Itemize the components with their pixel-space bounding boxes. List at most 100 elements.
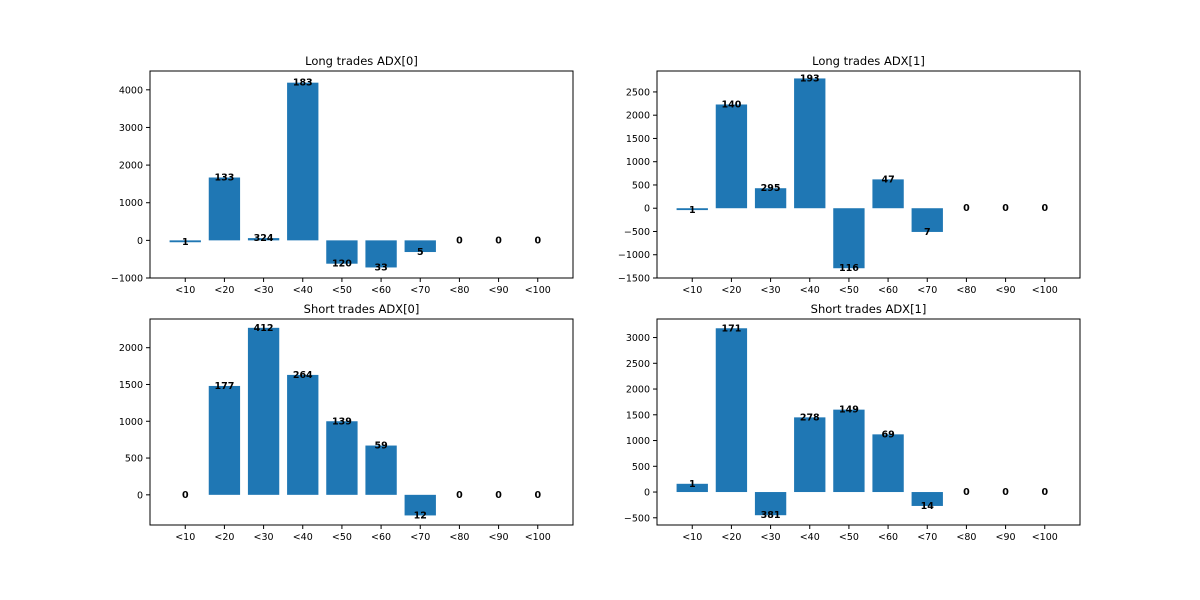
y-tick-label: 2000 xyxy=(626,111,650,122)
x-tick-label: <90 xyxy=(489,532,509,543)
bar-value-label: 193 xyxy=(800,73,820,84)
bar-<50 xyxy=(833,409,865,493)
x-tick-label: <10 xyxy=(175,285,195,296)
y-tick-label: 3000 xyxy=(626,333,650,344)
bar-<70 xyxy=(404,494,436,516)
y-tick-label: 2000 xyxy=(119,161,143,172)
x-tick-label: <30 xyxy=(761,532,781,543)
bar-value-label: 264 xyxy=(293,370,313,381)
bar-value-label: 1 xyxy=(689,205,696,216)
bar-value-label: 1 xyxy=(182,237,189,248)
bar-value-label: 116 xyxy=(839,263,859,274)
x-tick-label: <50 xyxy=(332,532,352,543)
y-tick-label: 1500 xyxy=(119,380,143,391)
bar-value-label: 381 xyxy=(761,510,781,521)
x-tick-label: <100 xyxy=(1032,285,1058,296)
bar-value-label: 0 xyxy=(534,490,541,501)
subplot-title: Short trades ADX[0] xyxy=(304,302,420,316)
bar-<10 xyxy=(676,483,708,493)
bar-<40 xyxy=(794,417,826,493)
x-tick-label: <70 xyxy=(410,532,430,543)
subplot-title: Long trades ADX[1] xyxy=(812,54,925,68)
bar-value-label: 412 xyxy=(254,323,274,334)
y-tick-label: 0 xyxy=(137,236,143,247)
x-tick-label: <70 xyxy=(410,285,430,296)
subplot-title: Long trades ADX[0] xyxy=(305,54,418,68)
y-tick-label: 2000 xyxy=(119,343,143,354)
bar-value-label: 177 xyxy=(214,381,234,392)
y-tick-label: −500 xyxy=(624,513,650,524)
x-tick-label: <20 xyxy=(721,285,741,296)
x-tick-label: <80 xyxy=(449,285,469,296)
x-tick-label: <20 xyxy=(214,285,234,296)
y-tick-label: −1000 xyxy=(111,274,143,285)
y-tick-label: 2500 xyxy=(626,87,650,98)
bar-value-label: 133 xyxy=(214,173,234,184)
x-tick-label: <60 xyxy=(371,532,391,543)
bar-value-label: 295 xyxy=(761,183,781,194)
bar-<60 xyxy=(872,434,904,493)
bar-value-label: 7 xyxy=(924,227,931,238)
y-tick-label: −500 xyxy=(624,227,650,238)
bar-<10 xyxy=(676,208,708,211)
bar-value-label: 0 xyxy=(456,235,463,246)
x-tick-label: <60 xyxy=(878,532,898,543)
bar-value-label: 0 xyxy=(534,235,541,246)
bar-<20 xyxy=(715,328,748,493)
x-tick-label: <50 xyxy=(332,285,352,296)
y-tick-label: −1500 xyxy=(618,274,650,285)
bar-value-label: 0 xyxy=(1041,203,1048,214)
bar-value-label: 5 xyxy=(417,247,424,258)
x-tick-label: <10 xyxy=(682,532,702,543)
y-tick-label: 3000 xyxy=(119,123,143,134)
bar-value-label: 140 xyxy=(721,99,741,110)
x-tick-label: <50 xyxy=(839,285,859,296)
bar-<40 xyxy=(794,78,826,209)
x-tick-label: <70 xyxy=(917,532,937,543)
bar-value-label: 0 xyxy=(456,490,463,501)
bar-<30 xyxy=(247,327,280,495)
bar-<50 xyxy=(326,421,358,495)
x-tick-label: <100 xyxy=(525,285,551,296)
y-tick-label: 1000 xyxy=(626,436,650,447)
x-tick-label: <20 xyxy=(214,532,234,543)
bar-value-label: 183 xyxy=(293,78,313,89)
y-tick-label: 1500 xyxy=(626,134,650,145)
x-tick-label: <30 xyxy=(254,532,274,543)
bar-value-label: 324 xyxy=(254,233,274,244)
bar-value-label: 171 xyxy=(721,323,741,334)
axes-frame xyxy=(656,318,1081,526)
x-tick-label: <80 xyxy=(956,532,976,543)
bar-value-label: 12 xyxy=(414,510,427,521)
x-tick-label: <10 xyxy=(682,285,702,296)
x-tick-label: <80 xyxy=(449,532,469,543)
axes-frame xyxy=(149,318,574,526)
subplot-1: Long trades ADX[0] 1 133 324 183 120 33 5 0 0 0 <10… xyxy=(111,54,574,296)
bar-value-label: 0 xyxy=(495,235,502,246)
bar-value-label: 120 xyxy=(332,259,352,270)
bar-<50 xyxy=(326,240,358,264)
bar-value-label: 0 xyxy=(963,487,970,498)
bar-value-label: 149 xyxy=(839,405,859,416)
bar-value-label: 0 xyxy=(182,490,189,501)
x-tick-label: <60 xyxy=(878,285,898,296)
x-tick-label: <20 xyxy=(721,532,741,543)
bar-value-label: 69 xyxy=(881,429,894,440)
x-tick-label: <80 xyxy=(956,285,976,296)
bar-<30 xyxy=(754,188,787,209)
axes-frame xyxy=(656,70,1081,279)
bar-<70 xyxy=(911,492,943,506)
bar-value-label: 0 xyxy=(1002,487,1009,498)
x-tick-label: <100 xyxy=(525,532,551,543)
bar-value-label: 59 xyxy=(374,441,387,452)
x-tick-label: <70 xyxy=(917,285,937,296)
y-tick-label: 2000 xyxy=(626,385,650,396)
bar-<20 xyxy=(208,385,241,495)
x-tick-label: <90 xyxy=(996,285,1016,296)
bar-<70 xyxy=(404,240,436,253)
bar-value-label: 278 xyxy=(800,412,820,423)
x-tick-label: <60 xyxy=(371,285,391,296)
bar-value-label: 0 xyxy=(963,203,970,214)
bar-<60 xyxy=(365,445,397,495)
